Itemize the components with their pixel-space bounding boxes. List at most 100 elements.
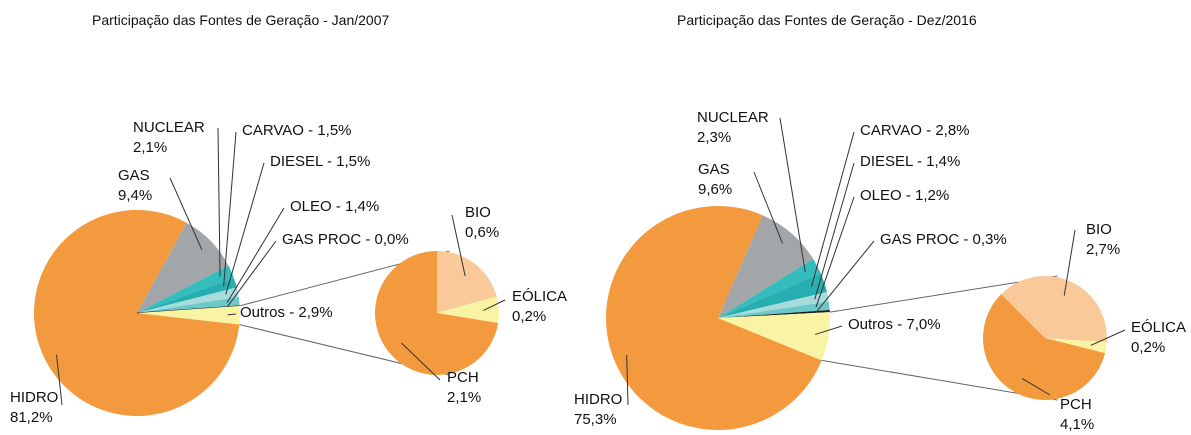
sub-slice-label: PCH 2,1% [447, 368, 481, 408]
leader-line [626, 355, 629, 406]
slice-value: 2,3% [697, 129, 732, 146]
pie-slice [718, 258, 821, 318]
slice-value: 2,8% [926, 122, 969, 139]
chart-title: Participação das Fontes de Geração - Jan… [92, 12, 390, 28]
slice-name: Outros [240, 304, 286, 321]
pie-slice [718, 301, 830, 318]
slice-name: NUCLEAR [697, 109, 769, 126]
leader-line [815, 196, 855, 308]
slice-name: GAS PROC [880, 231, 960, 248]
leader-line [227, 313, 237, 316]
pie-slice [137, 265, 234, 313]
slice-label: DIESEL1,4% [860, 152, 960, 172]
slice-value: 4,1% [1060, 416, 1095, 433]
slice-name: PCH [1060, 396, 1092, 413]
leader-line [810, 131, 855, 287]
sub-pie-slice [982, 294, 1106, 401]
slice-value: 81,2% [10, 409, 53, 426]
sub-pie-slice [437, 296, 499, 324]
sub-pie-slice [375, 251, 499, 375]
pie-slice [137, 278, 237, 313]
slice-value: 1,5% [308, 122, 351, 139]
slice-name: HIDRO [574, 391, 623, 408]
leader-line [753, 171, 783, 244]
sub-slice-label: BIO 2,7% [1086, 220, 1120, 260]
slice-value: 9,4% [118, 187, 153, 204]
slice-name: GAS [118, 167, 150, 184]
leader-line [451, 214, 466, 277]
pie-slice [137, 287, 239, 313]
chart-title: Participação das Fontes de Geração - Dez… [677, 12, 977, 28]
slice-value: 0,6% [465, 224, 500, 241]
pie-slice [136, 305, 240, 314]
slice-label: CARVAO1,5% [242, 121, 352, 141]
slice-name: EÓLICA [512, 288, 568, 305]
slice-name: PCH [447, 369, 479, 386]
slice-value: 75,3% [574, 411, 617, 428]
slice-name: CARVAO [860, 122, 922, 139]
pie-slice [137, 296, 240, 313]
slice-name: CARVAO [242, 122, 304, 139]
leader-line [401, 342, 441, 381]
leader-line [226, 207, 285, 303]
sub-slice-label: BIO 0,6% [465, 203, 499, 243]
pie-slice [137, 222, 229, 313]
slice-value: 2,9% [289, 304, 332, 321]
slice-value: 2,7% [1086, 241, 1121, 258]
slice-name: DIESEL [860, 153, 913, 170]
slice-name: BIO [1086, 221, 1112, 238]
slice-label: GAS PROC0,3% [880, 230, 1007, 250]
sub-pie-slice [1045, 338, 1107, 354]
slice-value: 0,0% [365, 231, 408, 248]
sub-pie-slice [437, 251, 497, 313]
slice-label: NUCLEAR 2,3% [697, 108, 769, 148]
pie-slice [718, 310, 830, 318]
slice-name: Outros [848, 316, 894, 333]
leader-line [1021, 378, 1051, 396]
slice-label: Outros2,9% [240, 303, 333, 323]
slice-label: CARVAO2,8% [860, 121, 970, 141]
slice-label: GAS PROC0,0% [282, 230, 409, 250]
slice-name: GAS PROC [282, 231, 362, 248]
slice-value: 7,0% [897, 316, 940, 333]
leader-line [217, 127, 221, 277]
slice-label: NUCLEAR 2,1% [133, 118, 205, 158]
pie-slice [137, 305, 240, 325]
leader-line [1090, 329, 1126, 346]
sub-pie-slice [1001, 276, 1107, 343]
slice-label: OLEO1,4% [290, 197, 379, 217]
pie-slice [606, 206, 822, 431]
slice-value: 1,4% [336, 198, 379, 215]
pie-slice [34, 210, 240, 416]
slice-value: 0,3% [963, 231, 1006, 248]
pie-slice [718, 312, 830, 361]
slice-value: 0,2% [1131, 339, 1166, 356]
sub-slice-label: EÓLICA 0,2% [1131, 318, 1186, 358]
pie-slice [718, 215, 814, 318]
leader-line [56, 354, 63, 406]
slice-name: EÓLICA [1131, 319, 1187, 336]
sub-slice-label: EÓLICA 0,2% [512, 287, 567, 327]
slice-name: DIESEL [270, 153, 323, 170]
slice-name: OLEO [860, 187, 902, 204]
slice-label: OLEO1,2% [860, 186, 949, 206]
slice-value: 0,2% [512, 308, 547, 325]
slice-label: GAS 9,4% [118, 166, 152, 206]
slice-label: HIDRO 75,3% [574, 390, 622, 430]
leader-line [169, 177, 203, 250]
leader-line [225, 162, 265, 295]
slice-value: 2,1% [133, 139, 168, 156]
slice-value: 1,2% [906, 187, 949, 204]
slice-label: Outros7,0% [848, 315, 941, 335]
leader-line [483, 299, 506, 311]
pie-slice [718, 291, 829, 318]
slice-name: HIDRO [10, 389, 59, 406]
slice-value: 9,6% [698, 181, 733, 198]
leader-line [223, 131, 237, 287]
leader-line [815, 325, 843, 335]
leader-line [815, 240, 875, 313]
slice-value: 2,1% [447, 389, 482, 406]
slice-name: NUCLEAR [133, 119, 205, 136]
